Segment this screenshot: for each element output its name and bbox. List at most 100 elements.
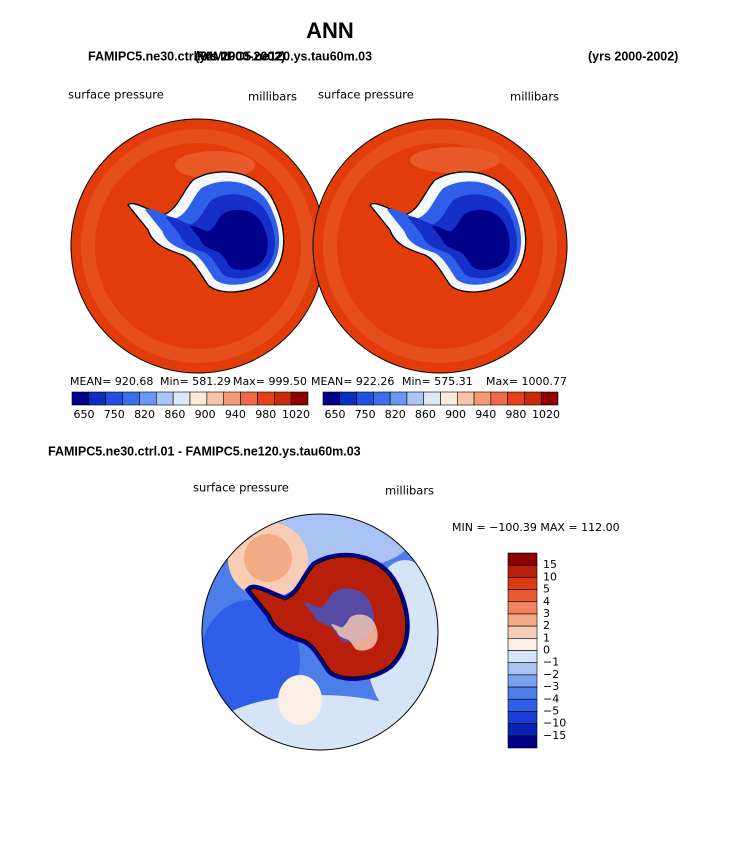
stat: Max= 999.50 [233, 375, 307, 388]
colorbar-label: −2 [543, 668, 559, 681]
colorbar-box [507, 711, 538, 724]
colorbar-box [473, 391, 492, 406]
stat: MEAN= 922.26 [311, 375, 394, 388]
colorbar-label: 860 [415, 408, 436, 421]
difference-title: FAMIPC5.ne30.ctrl.01 - FAMIPC5.ne120.ys.… [48, 444, 361, 458]
colorbar-label: 15 [543, 558, 557, 571]
colorbar-label: 5 [543, 583, 550, 596]
units: millibars [248, 90, 297, 104]
colorbar-box [507, 613, 538, 627]
colorbar-box [507, 698, 538, 712]
colorbar-box [139, 391, 157, 406]
colorbar-box [339, 391, 357, 406]
colorbar-box [507, 723, 538, 737]
colorbar-label: 750 [355, 408, 376, 421]
stat: MIN = −100.39 MAX = 112.00 [452, 521, 620, 534]
colorbar-box [290, 391, 309, 406]
colorbar-box [155, 391, 174, 406]
map [71, 119, 325, 373]
colorbar-box [507, 650, 538, 663]
colorbar-label: 820 [385, 408, 406, 421]
map-border [201, 513, 439, 751]
colorbar-label: 900 [195, 408, 216, 421]
colorbar-label: 940 [225, 408, 246, 421]
colorbar-label: 0 [543, 644, 550, 657]
colorbar-box [273, 391, 292, 406]
units: millibars [385, 484, 434, 498]
colorbar-label: 980 [255, 408, 276, 421]
colorbar-box [172, 391, 191, 406]
variable: surface pressure [318, 88, 414, 102]
colorbar-box [507, 674, 538, 688]
panel-case: FAMIPC5.ne30.ctrl.01 [88, 49, 214, 63]
colorbar-label: 10 [543, 570, 557, 583]
colorbar-box [71, 391, 90, 406]
colorbar-box [440, 391, 458, 406]
colorbar-box [122, 391, 140, 406]
colorbar-box [389, 391, 408, 406]
colorbar-label: 860 [164, 408, 185, 421]
colorbar-label: 980 [505, 408, 526, 421]
colorbar-label: 1020 [282, 408, 310, 421]
colorbar-label: −3 [543, 680, 559, 693]
colorbar-label: 650 [74, 408, 95, 421]
stat: Min= 581.29 [160, 375, 231, 388]
map-border [312, 118, 568, 374]
main-title: ANN [306, 18, 354, 43]
colorbar-label: −15 [543, 729, 566, 742]
colorbar-box [373, 391, 391, 406]
colorbar-label: 650 [325, 408, 346, 421]
colorbar-box [507, 735, 538, 749]
variable: surface pressure [68, 88, 164, 102]
colorbar-box [206, 391, 225, 406]
colorbar-box [507, 662, 538, 676]
stat: MEAN= 920.68 [70, 375, 153, 388]
stat: Max= 1000.77 [486, 375, 567, 388]
colorbar-box [257, 391, 275, 406]
colorbar-box [507, 625, 538, 639]
colorbar-box [507, 638, 538, 651]
colorbar-label: 3 [543, 607, 550, 620]
colorbar-box [223, 391, 241, 406]
map [313, 119, 567, 373]
colorbar-box [507, 589, 538, 603]
colorbar-label: −5 [543, 704, 559, 717]
colorbar-label: 900 [445, 408, 466, 421]
colorbar-box [423, 391, 441, 406]
colorbar-box [322, 391, 341, 406]
colorbar-box [406, 391, 425, 406]
colorbar-box [88, 391, 107, 406]
colorbar-box [240, 391, 258, 406]
colorbar-label: 2 [543, 619, 550, 632]
colorbar-box [524, 391, 542, 406]
panel-case: FAMIPC5.ne120.ys.tau60m.03 [197, 49, 372, 63]
variable: surface pressure [193, 481, 289, 495]
colorbar-box [540, 391, 559, 406]
units: millibars [510, 90, 559, 104]
colorbar-box [456, 391, 475, 406]
colorbar-label: −4 [543, 692, 559, 705]
stat: Min= 575.31 [402, 375, 473, 388]
colorbar-label: 4 [543, 595, 550, 608]
colorbar-box [507, 564, 538, 578]
colorbar-box [507, 391, 525, 406]
colorbar-box [189, 391, 208, 406]
colorbar-label: −1 [543, 656, 559, 669]
colorbar-box [507, 686, 538, 700]
map [202, 514, 438, 750]
colorbar-box [507, 552, 538, 566]
colorbar-label: 750 [104, 408, 125, 421]
colorbar-box [356, 391, 374, 406]
colorbar-label: 1 [543, 631, 550, 644]
colorbar-label: 1020 [532, 408, 560, 421]
colorbar-box [490, 391, 508, 406]
colorbar-label: −10 [543, 717, 566, 730]
colorbar-label: 940 [475, 408, 496, 421]
colorbar-box [507, 601, 538, 615]
panel-years: (yrs 2000-2002) [588, 49, 678, 63]
colorbar-label: 820 [134, 408, 155, 421]
colorbar-box [507, 577, 538, 590]
colorbar-box [105, 391, 123, 406]
panel-years: (yrs 2000-2002) [195, 49, 285, 63]
